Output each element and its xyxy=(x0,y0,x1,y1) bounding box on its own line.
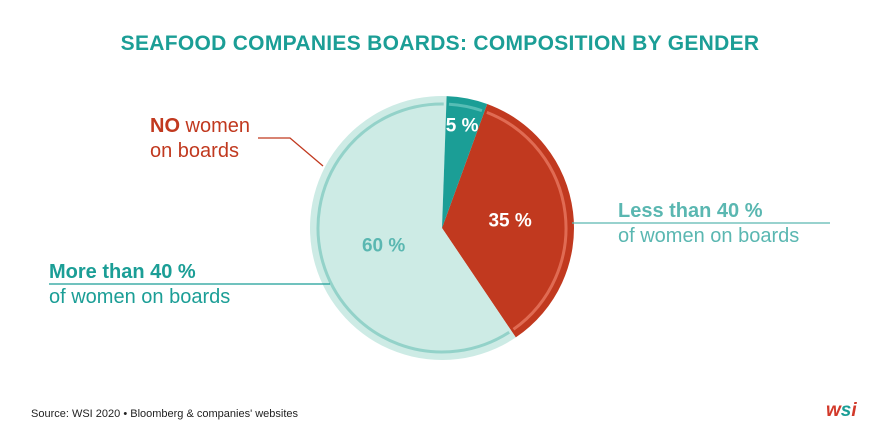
callout-less-than-line1: Less than 40 % xyxy=(618,200,763,222)
pie-slice-rim xyxy=(448,102,483,113)
pie-slice-label: 60 % xyxy=(362,236,405,257)
callout-more-than: More than 40 % of women on boards xyxy=(49,260,230,310)
pie-slice-rim xyxy=(486,110,568,331)
pie-slice-label: 5 % xyxy=(446,115,479,136)
leader-line-no-women xyxy=(258,137,324,167)
callout-no-women-rest: women xyxy=(180,115,251,137)
callout-more-than-line1: More than 40 % xyxy=(49,261,196,283)
wsi-logo: wsi xyxy=(826,400,857,421)
pie-slice-label: 35 % xyxy=(488,211,531,232)
callout-no-women-line2: on boards xyxy=(150,140,239,162)
callout-no-women: NO women on boards xyxy=(150,114,250,164)
callout-less-than-line2: of women on boards xyxy=(618,225,800,247)
callout-no-women-emph: NO xyxy=(150,115,180,137)
pie-slice-rim xyxy=(316,102,510,354)
chart-title: SEAFOOD COMPANIES BOARDS: COMPOSITION BY… xyxy=(120,32,760,55)
callout-more-than-line2: of women on boards xyxy=(49,286,231,308)
source-note: Source: WSI 2020 • Bloomberg & companies… xyxy=(31,408,299,420)
pie-slice xyxy=(309,95,516,360)
pie-slice xyxy=(442,103,574,338)
callout-less-than: Less than 40 % of women on boards xyxy=(618,199,799,249)
pie-slice xyxy=(442,96,488,228)
